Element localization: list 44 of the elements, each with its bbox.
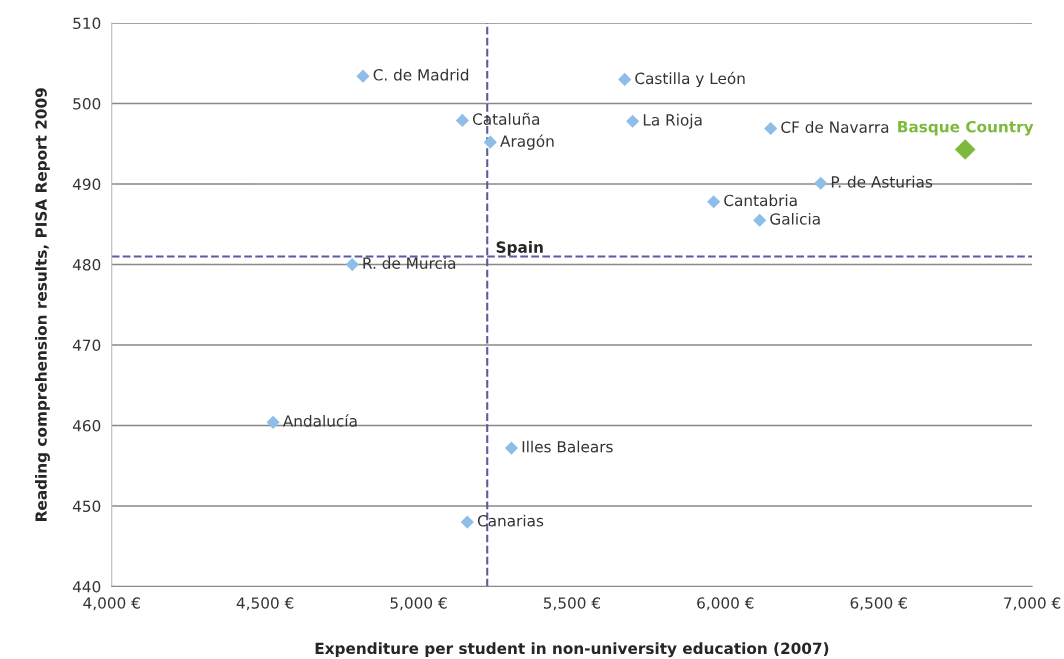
- x-tick-label: 5,000 €: [390, 597, 447, 611]
- y-tick-label: 480: [72, 259, 101, 271]
- x-tick-label: 5,500 €: [543, 597, 601, 611]
- point: [345, 257, 359, 272]
- point: [266, 415, 280, 429]
- y-tick-label: 490: [72, 178, 101, 191]
- y-axis-title: Reading comprehension results, PISA Report 2009: [35, 88, 50, 521]
- y-tick-label: 510: [73, 17, 101, 30]
- y-tick-label: 440: [72, 580, 101, 593]
- point: [455, 113, 469, 128]
- point: [356, 69, 370, 83]
- point: [707, 195, 721, 209]
- annotation: P. de Asturias: [831, 175, 933, 188]
- series-label: Basque Country: [898, 120, 1034, 136]
- annotation: Castilla y León: [635, 71, 745, 88]
- annotation: Galicia: [770, 212, 820, 225]
- annotation: CF de Navarra: [781, 121, 889, 133]
- point: [753, 213, 767, 227]
- y-tick-label: 500: [73, 98, 101, 110]
- point: [504, 441, 519, 455]
- y-tick-label: 450: [72, 500, 101, 513]
- point: [764, 121, 778, 136]
- x-tick-label: 6,000 €: [697, 597, 754, 611]
- annotation: Canarias: [477, 514, 544, 527]
- x-tick-label: 6,500 €: [850, 597, 907, 611]
- annotation: Cantabria: [724, 194, 797, 207]
- point: [460, 515, 474, 529]
- y-tick-label: 460: [72, 419, 101, 432]
- point: [954, 139, 976, 160]
- annotation: Illes Balears: [522, 440, 613, 453]
- ref-line-label: Spain: [496, 241, 543, 256]
- annotation: C. de Madrid: [373, 68, 469, 81]
- y-tick-label: 470: [72, 339, 101, 352]
- annotation: Andalucía: [282, 414, 357, 427]
- point: [483, 135, 497, 149]
- annotation: Aragón: [500, 134, 554, 150]
- point: [814, 176, 828, 190]
- point: [626, 114, 640, 128]
- x-axis-title: Expenditure per student in non-university education (2007): [315, 642, 829, 658]
- point: [618, 72, 632, 86]
- x-tick-label: 4,500 €: [236, 597, 294, 611]
- annotation: La Rioja: [643, 113, 702, 129]
- x-tick-label: 4,000 €: [83, 597, 140, 611]
- x-tick-label: 7,000 €: [1004, 597, 1061, 611]
